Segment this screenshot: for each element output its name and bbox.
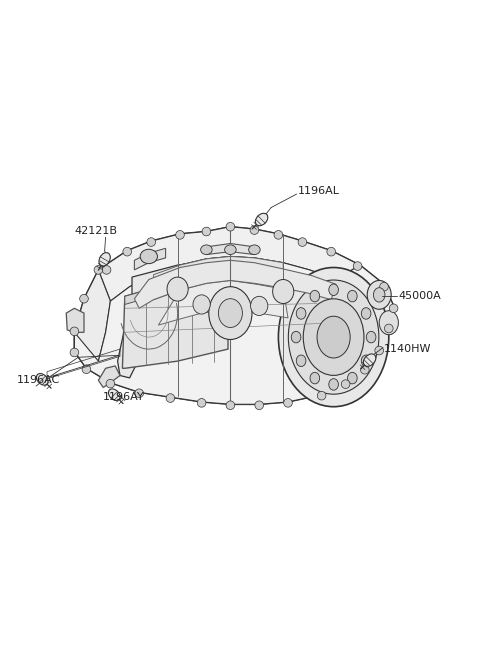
Ellipse shape	[176, 231, 184, 239]
Text: 1140HW: 1140HW	[384, 344, 432, 354]
Text: 45000A: 45000A	[398, 291, 441, 301]
Ellipse shape	[82, 365, 91, 373]
Polygon shape	[122, 276, 228, 368]
Ellipse shape	[249, 245, 260, 255]
Ellipse shape	[209, 287, 252, 339]
Text: 1196AY: 1196AY	[103, 392, 145, 402]
Ellipse shape	[167, 277, 188, 301]
Ellipse shape	[36, 373, 48, 385]
Ellipse shape	[353, 262, 362, 271]
Ellipse shape	[291, 331, 301, 343]
Ellipse shape	[99, 253, 110, 266]
Ellipse shape	[348, 372, 357, 384]
Ellipse shape	[296, 355, 306, 367]
Ellipse shape	[303, 299, 364, 375]
Polygon shape	[134, 260, 336, 309]
Ellipse shape	[375, 346, 384, 355]
Polygon shape	[98, 366, 120, 388]
Ellipse shape	[193, 295, 210, 314]
Polygon shape	[125, 276, 228, 305]
Ellipse shape	[317, 316, 350, 358]
Ellipse shape	[255, 214, 268, 226]
Ellipse shape	[102, 265, 111, 274]
Polygon shape	[154, 257, 283, 299]
Ellipse shape	[327, 248, 336, 256]
Ellipse shape	[361, 308, 371, 319]
Ellipse shape	[379, 310, 398, 335]
Polygon shape	[158, 280, 288, 325]
Polygon shape	[206, 244, 254, 255]
Ellipse shape	[360, 365, 369, 374]
Ellipse shape	[329, 379, 338, 390]
Ellipse shape	[288, 280, 379, 394]
Ellipse shape	[384, 324, 393, 333]
Ellipse shape	[341, 380, 350, 388]
Ellipse shape	[166, 394, 175, 402]
Ellipse shape	[367, 280, 391, 309]
Ellipse shape	[251, 296, 268, 316]
Polygon shape	[74, 227, 394, 404]
Ellipse shape	[284, 398, 292, 407]
Ellipse shape	[310, 290, 320, 302]
Polygon shape	[98, 227, 360, 301]
Polygon shape	[74, 257, 394, 404]
Ellipse shape	[361, 355, 371, 367]
Ellipse shape	[108, 389, 120, 400]
Ellipse shape	[329, 284, 338, 295]
Ellipse shape	[310, 372, 320, 384]
Ellipse shape	[197, 398, 206, 407]
Ellipse shape	[135, 389, 144, 398]
Ellipse shape	[348, 290, 357, 302]
Ellipse shape	[70, 327, 79, 335]
Ellipse shape	[147, 238, 156, 246]
Ellipse shape	[389, 304, 398, 312]
Ellipse shape	[363, 354, 376, 366]
Ellipse shape	[226, 223, 235, 231]
Text: 1196AL: 1196AL	[298, 185, 340, 195]
Ellipse shape	[366, 331, 376, 343]
Ellipse shape	[202, 227, 211, 236]
Ellipse shape	[225, 245, 236, 255]
Ellipse shape	[278, 267, 389, 407]
Polygon shape	[74, 270, 110, 368]
Ellipse shape	[380, 282, 388, 291]
Ellipse shape	[123, 248, 132, 256]
Ellipse shape	[201, 245, 212, 255]
Ellipse shape	[106, 379, 115, 388]
Ellipse shape	[94, 265, 103, 274]
Polygon shape	[66, 309, 84, 332]
Ellipse shape	[226, 401, 235, 409]
Text: 1196AC: 1196AC	[17, 375, 60, 385]
Ellipse shape	[255, 401, 264, 409]
Polygon shape	[134, 248, 166, 270]
Polygon shape	[118, 258, 230, 378]
Ellipse shape	[298, 238, 307, 246]
Ellipse shape	[80, 294, 88, 303]
Ellipse shape	[273, 280, 294, 303]
Ellipse shape	[218, 299, 242, 328]
Ellipse shape	[70, 348, 79, 357]
Ellipse shape	[296, 308, 306, 319]
Ellipse shape	[140, 250, 157, 264]
Ellipse shape	[274, 231, 283, 239]
Text: 42121B: 42121B	[74, 226, 118, 236]
Ellipse shape	[250, 226, 259, 234]
Ellipse shape	[317, 391, 326, 400]
Ellipse shape	[373, 288, 385, 302]
